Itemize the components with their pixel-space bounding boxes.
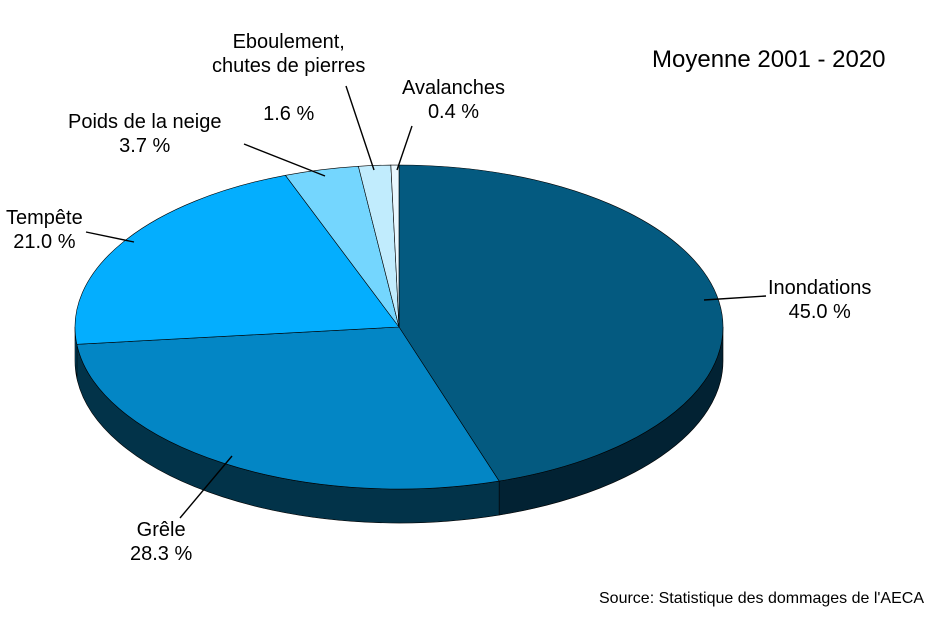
leader-line-eboulement-chutes-de-pierres (345, 85, 375, 171)
leader-line-grele (179, 455, 233, 519)
slice-name: Tempête (6, 207, 83, 229)
chart-title: Moyenne 2001 - 2020 (652, 46, 886, 73)
leader-line-tempete (85, 231, 135, 243)
slice-grele (76, 326, 500, 490)
slice-label-grele: Grêle 28.3 % (130, 518, 192, 566)
slice-tempete (74, 174, 400, 345)
slice-name: Poids de la neige (68, 111, 222, 133)
slice-value: 21.0 % (13, 231, 76, 253)
slice-value: 1.6 % (263, 103, 315, 125)
slice-name: Grêle (136, 519, 186, 541)
slice-name: Avalanches (402, 77, 506, 99)
leader-line-inondations (703, 295, 767, 301)
slice-value: 28.3 % (130, 543, 193, 565)
slice-label-tempete: Tempête 21.0 % (6, 206, 83, 254)
slice-name: Inondations (768, 277, 872, 299)
slice-label-avalanches: Avalanches 0.4 % (402, 76, 505, 124)
leader-line-poids-de-la-neige (243, 143, 326, 177)
slice-label-inondations: Inondations 45.0 % (768, 276, 871, 324)
slice-value: 0.4 % (427, 101, 480, 123)
slice-name: Eboulement, chutes de pierres (212, 31, 366, 77)
source-note: Source: Statistique des dommages de l'AE… (599, 590, 924, 607)
slice-label-poids-de-la-neige: Poids de la neige 3.7 % (68, 110, 221, 158)
slice-inondations (398, 164, 724, 482)
slice-label-eboulement: Eboulement, chutes de pierres 1.6 % (212, 6, 365, 150)
leader-line-avalanches (396, 125, 413, 171)
slice-value: 3.7 % (119, 135, 171, 157)
slice-value: 45.0 % (788, 301, 851, 323)
